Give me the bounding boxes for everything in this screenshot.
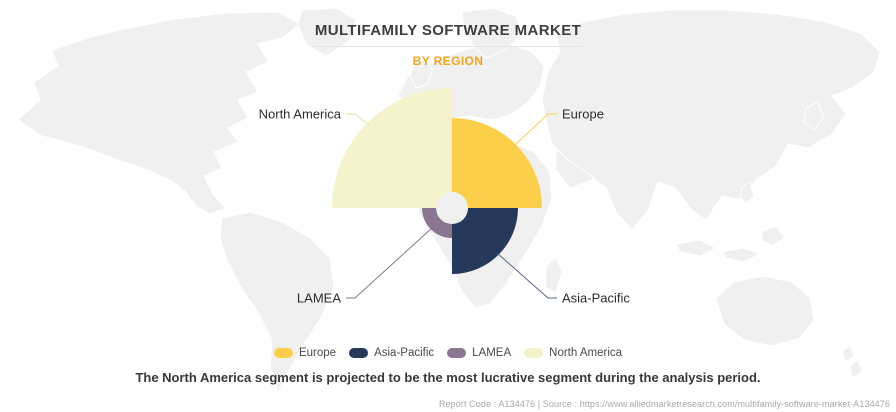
pie-label-asia-pacific: Asia-Pacific [562, 291, 630, 306]
leader-line-asia-pacific [496, 252, 557, 299]
leader-line-lamea [346, 227, 433, 299]
chart-caption: The North America segment is projected t… [135, 370, 761, 385]
legend-item-asia-pacific[interactable]: Asia-Pacific [349, 346, 434, 359]
legend-label-lamea: LAMEA [472, 346, 512, 359]
pie-label-europe: Europe [562, 107, 604, 122]
map-indonesia-east [721, 247, 761, 263]
legend-swatch-asia-pacific [349, 347, 369, 358]
legend-item-north-america[interactable]: North America [524, 346, 622, 359]
chart-legend: Europe Asia-Pacific LAMEA North America [0, 346, 896, 359]
map-australia [715, 275, 815, 347]
pie-label-lamea: LAMEA [297, 291, 341, 306]
legend-label-europe: Europe [298, 346, 337, 359]
map-new-zealand [841, 345, 863, 379]
pie-segment-lamea[interactable] [422, 208, 452, 238]
map-indonesia [675, 239, 717, 257]
map-asia [541, 9, 881, 231]
report-source-footer: Report Code : A134476 | Source : https:/… [438, 399, 890, 409]
pie-segment-europe[interactable] [452, 118, 542, 208]
leader-line-north-america [346, 113, 369, 125]
map-madagascar [545, 257, 563, 293]
pie-segment-north-america[interactable] [332, 88, 452, 208]
map-british-isles [409, 57, 433, 89]
leader-line-europe [513, 113, 557, 147]
legend-item-lamea[interactable]: LAMEA [447, 346, 511, 359]
chart-title: MULTIFAMILY SOFTWARE MARKET [312, 22, 584, 47]
chart-subtitle: BY REGION [412, 54, 484, 68]
map-greenland [297, 7, 357, 57]
map-japan [803, 101, 825, 131]
legend-swatch-europe [273, 347, 293, 358]
legend-swatch-north-america [524, 347, 544, 358]
legend-label-north-america: North America [549, 346, 623, 359]
chart-header: MULTIFAMILY SOFTWARE MARKET BY REGION [0, 22, 896, 68]
map-north-america [17, 11, 301, 215]
legend-label-asia-pacific: Asia-Pacific [374, 346, 435, 359]
map-south-america [219, 211, 335, 393]
pie-label-north-america: North America [259, 107, 342, 122]
pie-segment-asia-pacific[interactable] [452, 208, 518, 274]
map-scandinavia [461, 7, 523, 59]
map-new-guinea [761, 225, 785, 247]
legend-item-europe[interactable]: Europe [273, 346, 337, 359]
map-philippines [739, 181, 755, 205]
legend-swatch-lamea [447, 347, 467, 358]
